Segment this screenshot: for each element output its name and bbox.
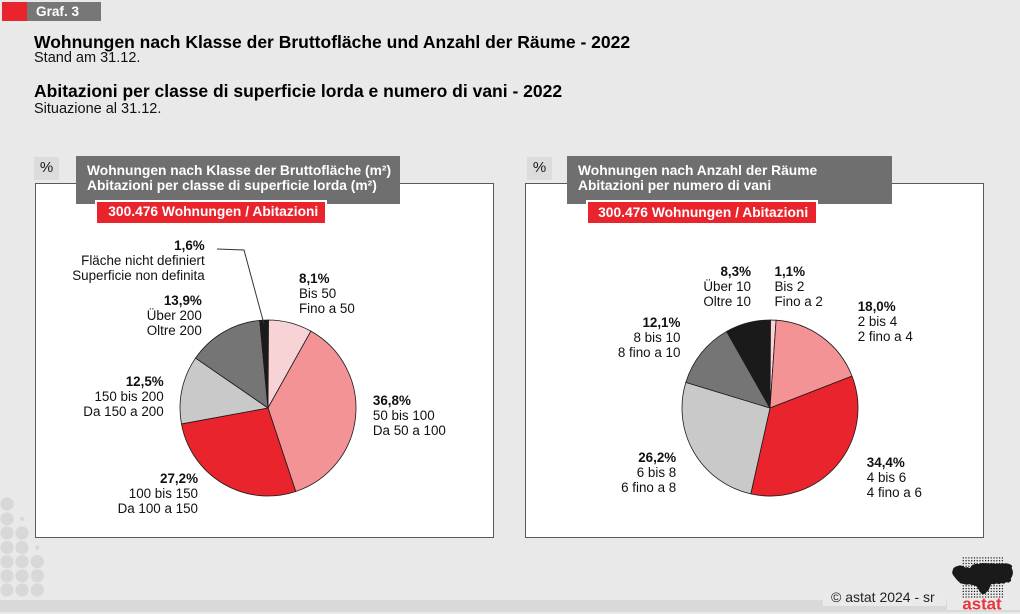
svg-text:astat: astat (962, 595, 1002, 614)
